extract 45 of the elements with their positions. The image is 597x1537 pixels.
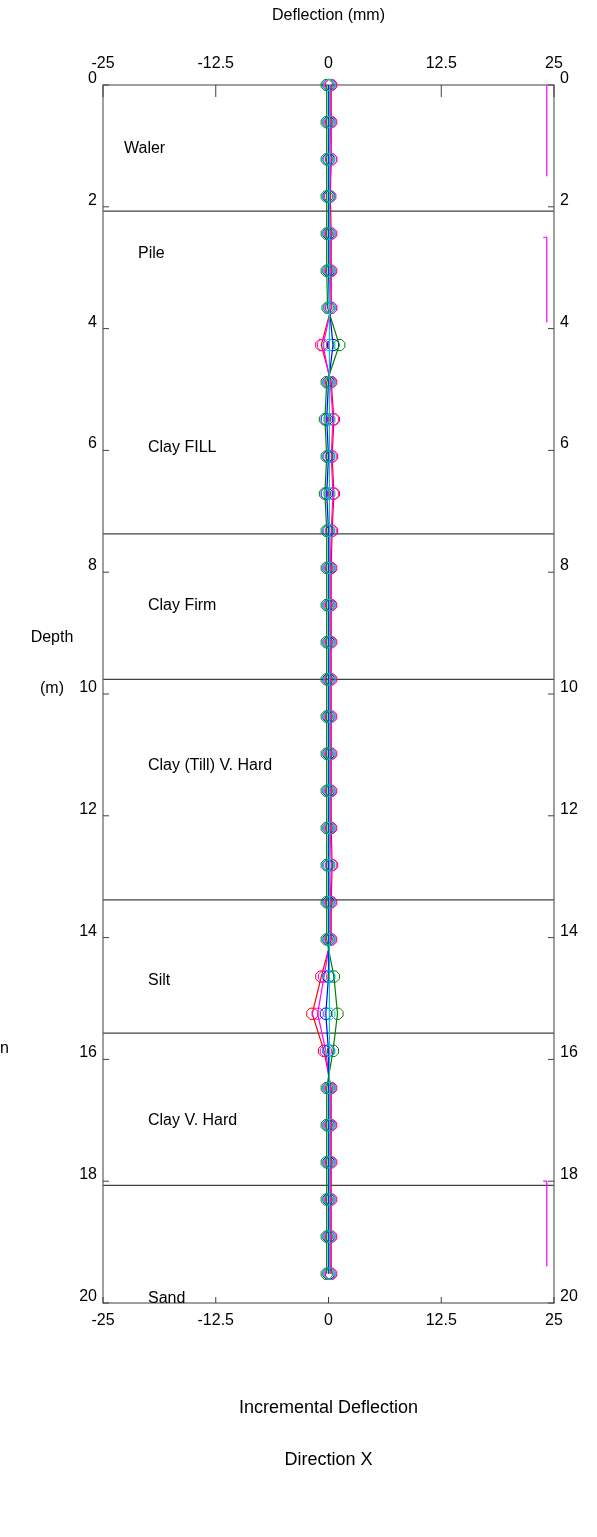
y2-tick-label: 12 xyxy=(560,799,578,817)
annotation: Clay Firm xyxy=(148,596,217,613)
x2-tick-label: -25 xyxy=(91,54,115,71)
annotation: Silt xyxy=(148,971,171,988)
y-tick-label: 20 xyxy=(79,1287,98,1304)
x2-tick-label: 25 xyxy=(545,54,563,71)
y2-tick-label: 0 xyxy=(560,69,569,86)
x-tick-label: 25 xyxy=(545,1311,563,1328)
x-tick-label: 12.5 xyxy=(425,1311,457,1328)
annotation: Clay FILL xyxy=(148,438,217,455)
y2-tick-label: 18 xyxy=(560,1165,578,1183)
x-tick-label: -12.5 xyxy=(197,1311,235,1328)
x2-tick-label: 0 xyxy=(324,54,334,71)
y-tick-label: 10 xyxy=(79,678,98,695)
y-tick-label: 0 xyxy=(88,69,98,86)
y-tick-label: 4 xyxy=(88,312,98,330)
x-tick-label: 0 xyxy=(324,1311,334,1328)
y2-tick-label: 8 xyxy=(560,556,569,574)
annotation: Clay V. Hard xyxy=(148,1111,238,1128)
y-tick-label: 8 xyxy=(88,556,98,574)
text: Depth (m) xyxy=(30,628,74,696)
y-tick-label: 2 xyxy=(88,190,98,208)
y-tick-label: 14 xyxy=(79,921,98,939)
text: n xyxy=(0,1039,9,1056)
x2-tick-label: 12.5 xyxy=(425,54,457,71)
y2-tick-label: 4 xyxy=(560,312,569,330)
x-axis-title: Incremental Deflection xyxy=(238,1397,419,1417)
annotation: Waler xyxy=(124,139,166,156)
annotation: Clay (Till) V. Hard xyxy=(148,756,273,773)
annotation: Pile xyxy=(138,244,165,261)
x2-tick-label: -12.5 xyxy=(197,54,235,71)
y-tick-label: 6 xyxy=(88,434,98,452)
y2-tick-label: 16 xyxy=(560,1043,578,1061)
x-tick-label: -25 xyxy=(91,1311,115,1328)
text: Direction X xyxy=(284,1449,373,1469)
y2-tick-label: 20 xyxy=(560,1287,578,1304)
y-tick-label: 12 xyxy=(79,799,98,817)
y2-tick-label: 14 xyxy=(560,921,578,939)
y2-tick-label: 2 xyxy=(560,190,569,208)
y2-tick-label: 10 xyxy=(560,678,578,695)
y2-tick-label: 6 xyxy=(560,434,569,452)
y-tick-label: 18 xyxy=(79,1165,98,1183)
y-tick-label: 16 xyxy=(79,1043,98,1061)
annotation: Sand xyxy=(148,1289,186,1306)
x2-axis-title: Deflection (mm) xyxy=(272,6,385,23)
